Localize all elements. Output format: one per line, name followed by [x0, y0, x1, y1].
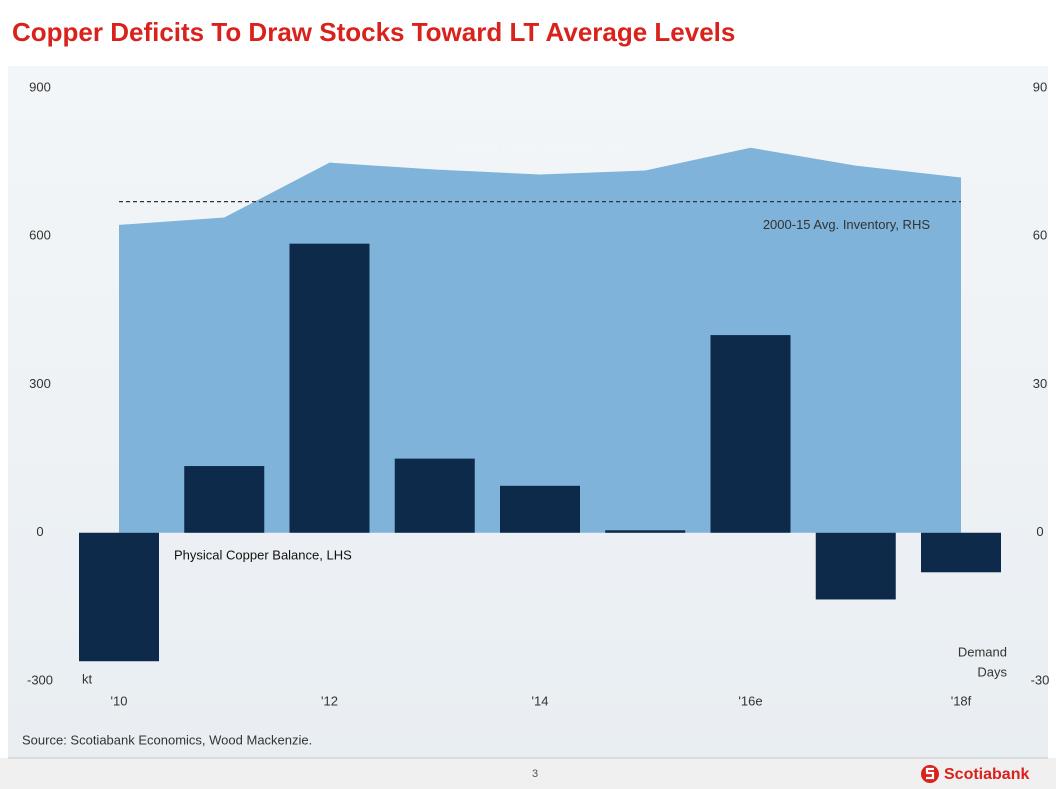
x-tick-label: '16e	[738, 693, 762, 708]
page-number: 3	[532, 768, 538, 780]
bar	[605, 530, 686, 533]
y-tick-label: 300	[29, 376, 51, 391]
y2-tick-label: 90	[1033, 79, 1047, 94]
y2-axis-label: Days	[977, 664, 1007, 679]
y-tick-label: -300	[27, 672, 53, 687]
bar	[289, 243, 370, 533]
source-note: Source: Scotiabank Economics, Wood Macke…	[22, 732, 312, 747]
bar	[79, 532, 159, 662]
y2-tick-label: -30	[1031, 672, 1050, 687]
y2-tick-label: 30	[1033, 376, 1047, 391]
y-tick-label: 900	[29, 79, 51, 94]
x-tick-label: '14	[532, 693, 549, 708]
y-axis-label: kt	[82, 671, 93, 686]
logo-text: Scotiabank	[944, 766, 1029, 783]
logo: Scotiabank	[921, 765, 1029, 783]
bar	[815, 532, 896, 600]
chart-title: Copper Deficits To Draw Stocks Toward LT…	[12, 17, 735, 47]
series-label: Implied Global Inventory, RHS	[456, 140, 630, 155]
x-tick-label: '10	[111, 693, 128, 708]
y2-tick-label: 60	[1033, 228, 1047, 243]
bar	[710, 335, 791, 533]
y2-axis-label: Demand	[958, 644, 1007, 659]
y-tick-label: 0	[36, 524, 43, 539]
bar	[184, 466, 265, 533]
logo-icon-mark	[925, 767, 935, 780]
series-label: Physical Copper Balance, LHS	[174, 547, 352, 562]
bar	[500, 485, 580, 533]
y-tick-label: 600	[29, 228, 51, 243]
bar	[394, 458, 475, 533]
y2-tick-label: 0	[1036, 524, 1043, 539]
reference-label: 2000-15 Avg. Inventory, RHS	[763, 217, 931, 232]
footer-band	[0, 758, 1056, 789]
bar	[921, 532, 1001, 573]
x-tick-label: '12	[321, 693, 338, 708]
plot	[79, 147, 1001, 662]
x-tick-label: '18f	[951, 693, 972, 708]
